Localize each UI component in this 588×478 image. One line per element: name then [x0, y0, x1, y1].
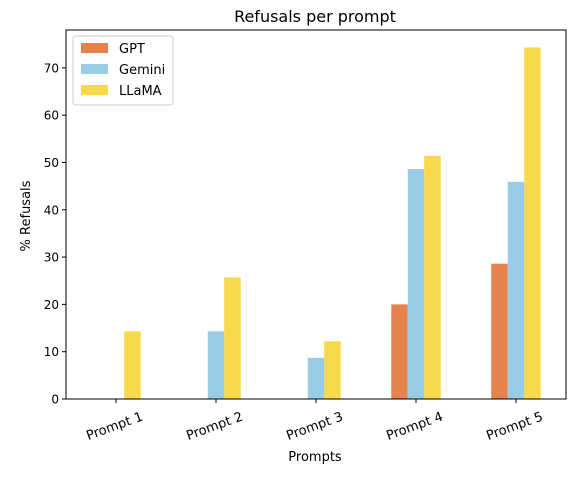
y-tick-label: 60 [44, 109, 59, 123]
x-tick-label: Prompt 4 [384, 410, 445, 444]
bar-gemini-4 [407, 169, 425, 399]
x-tick-label: Prompt 2 [184, 410, 245, 444]
legend-label-gpt: GPT [119, 42, 145, 57]
chart-title: Refusals per prompt [234, 7, 396, 26]
y-axis: 0 10 20 30 40 50 60 70 [44, 61, 66, 407]
bar-llama-2 [224, 277, 241, 399]
bar-gemini-5 [507, 181, 525, 399]
x-tick-label: Prompt 5 [484, 410, 545, 444]
legend-swatch-gemini [81, 64, 108, 74]
bar-gpt-5 [491, 263, 508, 399]
y-axis-label: % Refusals [19, 180, 34, 251]
bar-gemini-2 [207, 331, 225, 399]
x-tick-label: Prompt 1 [84, 410, 145, 444]
y-tick-label: 10 [44, 345, 59, 359]
y-tick-label: 40 [44, 203, 59, 217]
x-tick-label: Prompt 3 [284, 410, 345, 444]
y-tick-label: 70 [44, 61, 59, 75]
y-tick-label: 20 [44, 298, 59, 312]
x-axis: Prompt 1 Prompt 2 Prompt 3 Prompt 4 Prompt 5 [84, 399, 545, 444]
bar-gemini-3 [307, 357, 325, 399]
legend: GPT Gemini LLaMA [72, 35, 174, 106]
legend-label-gemini: Gemini [119, 63, 165, 78]
bar-llama-4 [424, 155, 441, 399]
x-axis-label: Prompts [288, 450, 342, 465]
bar-llama-3 [324, 341, 341, 399]
legend-swatch-llama [81, 85, 108, 95]
y-tick-label: 50 [44, 156, 59, 170]
y-tick-label: 0 [51, 393, 59, 407]
bar-llama-5 [524, 47, 541, 399]
plot-frame [65, 29, 567, 400]
legend-swatch-gpt [81, 43, 108, 53]
bar-gpt-4 [391, 304, 408, 399]
legend-label-llama: LLaMA [119, 84, 162, 99]
y-tick-label: 30 [44, 251, 59, 265]
bar-llama-1 [124, 331, 141, 399]
bars-group [124, 47, 541, 399]
